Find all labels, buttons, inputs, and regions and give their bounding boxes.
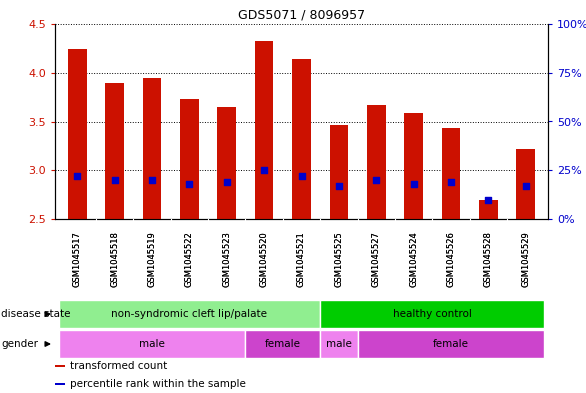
Bar [217, 107, 236, 219]
Point [73, 173, 82, 179]
Bar [180, 99, 199, 219]
Text: GSM1045517: GSM1045517 [73, 231, 82, 287]
Bar [516, 149, 535, 219]
Text: female: female [265, 339, 301, 349]
Bar [55, 365, 65, 367]
Text: female: female [433, 339, 469, 349]
Point [521, 183, 530, 189]
Text: GSM1045523: GSM1045523 [222, 231, 231, 287]
Text: GSM1045528: GSM1045528 [483, 231, 493, 287]
Text: GSM1045529: GSM1045529 [521, 231, 530, 287]
Text: GSM1045518: GSM1045518 [110, 231, 120, 287]
Bar [59, 299, 320, 329]
Text: male: male [139, 339, 165, 349]
Text: disease state: disease state [1, 309, 71, 319]
Point [297, 173, 306, 179]
Bar [367, 105, 386, 219]
Text: GSM1045517: GSM1045517 [73, 231, 82, 287]
Text: GSM1045519: GSM1045519 [148, 231, 156, 287]
Text: GSM1045525: GSM1045525 [335, 231, 343, 287]
Text: GSM1045518: GSM1045518 [110, 231, 120, 287]
Text: male: male [326, 339, 352, 349]
Text: GSM1045521: GSM1045521 [297, 231, 306, 287]
Text: GSM1045522: GSM1045522 [185, 231, 194, 287]
Title: GDS5071 / 8096957: GDS5071 / 8096957 [238, 8, 365, 22]
Point [110, 177, 120, 183]
Bar [59, 330, 246, 358]
Bar [143, 78, 162, 219]
Point [483, 196, 493, 203]
Text: GSM1045529: GSM1045529 [521, 231, 530, 287]
Point [185, 181, 194, 187]
Text: gender: gender [1, 339, 38, 349]
Text: GSM1045523: GSM1045523 [222, 231, 231, 287]
Point [409, 181, 418, 187]
Text: percentile rank within the sample: percentile rank within the sample [70, 379, 246, 389]
Text: non-syndromic cleft lip/palate: non-syndromic cleft lip/palate [111, 309, 267, 319]
Bar [404, 113, 423, 219]
Text: GSM1045525: GSM1045525 [335, 231, 343, 287]
Bar [320, 299, 544, 329]
Text: GSM1045527: GSM1045527 [372, 231, 381, 287]
Text: GSM1045521: GSM1045521 [297, 231, 306, 287]
Bar [255, 40, 274, 219]
Point [446, 179, 455, 185]
Bar [246, 330, 320, 358]
Text: transformed count: transformed count [70, 361, 167, 371]
Point [260, 167, 269, 173]
Text: healthy control: healthy control [393, 309, 472, 319]
Text: GSM1045524: GSM1045524 [409, 231, 418, 287]
Text: GSM1045520: GSM1045520 [260, 231, 268, 287]
Bar [320, 330, 357, 358]
Point [372, 177, 381, 183]
Text: GSM1045524: GSM1045524 [409, 231, 418, 287]
Text: GSM1045526: GSM1045526 [447, 231, 455, 287]
Bar [329, 125, 348, 219]
Text: GSM1045520: GSM1045520 [260, 231, 268, 287]
Bar [479, 200, 498, 219]
Point [334, 183, 343, 189]
Bar [292, 59, 311, 219]
Text: GSM1045528: GSM1045528 [483, 231, 493, 287]
Text: GSM1045527: GSM1045527 [372, 231, 381, 287]
Bar [68, 50, 87, 219]
Text: GSM1045526: GSM1045526 [447, 231, 455, 287]
Point [222, 179, 231, 185]
Text: GSM1045519: GSM1045519 [148, 231, 156, 287]
Bar [105, 83, 124, 219]
Bar [442, 129, 460, 219]
Text: GSM1045522: GSM1045522 [185, 231, 194, 287]
Bar [357, 330, 544, 358]
Bar [55, 383, 65, 385]
Point [148, 177, 157, 183]
